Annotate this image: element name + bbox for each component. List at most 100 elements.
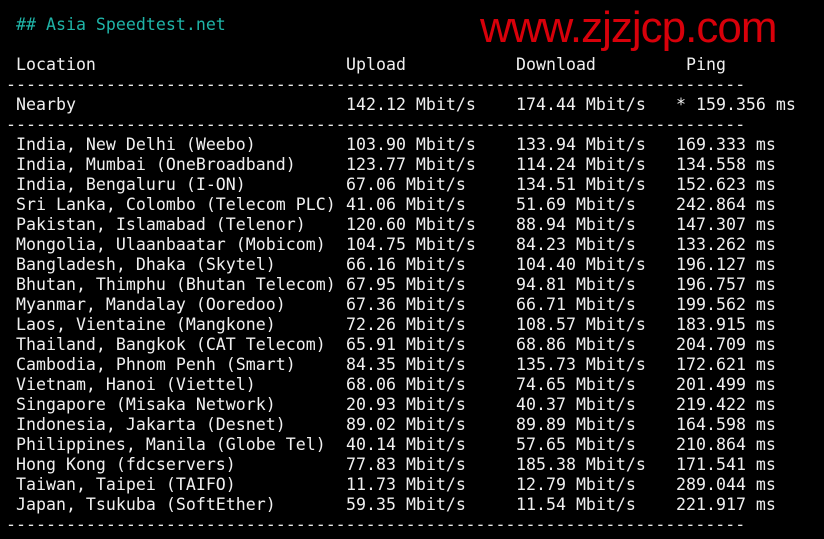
- table-row: Hong Kong (fdcservers) 77.83 Mbit/s 185.38…: [0, 455, 824, 475]
- download: 114.24 Mbit/s: [516, 155, 646, 174]
- location: Singapore (Misaka Network): [16, 395, 276, 414]
- upload: 77.83 Mbit/s: [346, 455, 466, 474]
- ping: 152.623 ms: [676, 175, 776, 194]
- location: Myanmar, Mandalay (Ooredoo): [16, 295, 286, 314]
- location: Vietnam, Hanoi (Viettel): [16, 375, 256, 394]
- table-row: Philippines, Manila (Globe Tel) 40.14 Mbi…: [0, 435, 824, 455]
- ping: 204.709 ms: [676, 335, 776, 354]
- location: Philippines, Manila (Globe Tel): [16, 435, 326, 454]
- upload: 67.95 Mbit/s: [346, 275, 466, 294]
- location: Taiwan, Taipei (TAIFO): [16, 475, 236, 494]
- ping: * 159.356 ms: [676, 95, 796, 114]
- location: Indonesia, Jakarta (Desnet): [16, 415, 286, 434]
- upload: 41.06 Mbit/s: [346, 195, 466, 214]
- table-row: Bangladesh, Dhaka (Skytel) 66.16 Mbit/s 10…: [0, 255, 824, 275]
- table-row: Thailand, Bangkok (CAT Telecom) 65.91 Mbi…: [0, 335, 824, 355]
- table-row: Laos, Vientaine (Mangkone) 72.26 Mbit/s 10…: [0, 315, 824, 335]
- watermark: www.zjzjcp.com: [480, 3, 777, 52]
- location: India, Mumbai (OneBroadband): [16, 155, 296, 174]
- table-row: India, Bengaluru (I-ON) 67.06 Mbit/s 134.5…: [0, 175, 824, 195]
- location: Thailand, Bangkok (CAT Telecom): [16, 335, 326, 354]
- download: 185.38 Mbit/s: [516, 455, 646, 474]
- location: Cambodia, Phnom Penh (Smart): [16, 355, 296, 374]
- download: 57.65 Mbit/s: [516, 435, 636, 454]
- ping: 183.915 ms: [676, 315, 776, 334]
- ping: 164.598 ms: [676, 415, 776, 434]
- table-row: Singapore (Misaka Network) 20.93 Mbit/s 40…: [0, 395, 824, 415]
- download: 88.94 Mbit/s: [516, 215, 636, 234]
- location: Pakistan, Islamabad (Telenor): [16, 215, 306, 234]
- upload: 104.75 Mbit/s: [346, 235, 476, 254]
- table-row: Bhutan, Thimphu (Bhutan Telecom) 67.95 Mb…: [0, 275, 824, 295]
- location: Bhutan, Thimphu (Bhutan Telecom): [16, 275, 336, 294]
- upload: 11.73 Mbit/s: [346, 475, 466, 494]
- download: 135.73 Mbit/s: [516, 355, 646, 374]
- ping: 172.621 ms: [676, 355, 776, 374]
- download: 108.57 Mbit/s: [516, 315, 646, 334]
- header-location: Location: [16, 55, 96, 74]
- ping: 210.864 ms: [676, 435, 776, 454]
- download: 174.44 Mbit/s: [516, 95, 646, 114]
- download: 12.79 Mbit/s: [516, 475, 636, 494]
- download: 134.51 Mbit/s: [516, 175, 646, 194]
- upload: 103.90 Mbit/s: [346, 135, 476, 154]
- separator: ----------------------------------------…: [6, 515, 746, 534]
- ping: 289.044 ms: [676, 475, 776, 494]
- table-row: Cambodia, Phnom Penh (Smart) 84.35 Mbit/s…: [0, 355, 824, 375]
- location: Hong Kong (fdcservers): [16, 455, 236, 474]
- location: India, New Delhi (Weebo): [16, 135, 256, 154]
- upload: 20.93 Mbit/s: [346, 395, 466, 414]
- upload: 142.12 Mbit/s: [346, 95, 476, 114]
- ping: 169.333 ms: [676, 135, 776, 154]
- table-row: Myanmar, Mandalay (Ooredoo) 67.36 Mbit/s 6…: [0, 295, 824, 315]
- upload: 72.26 Mbit/s: [346, 315, 466, 334]
- table-row: Pakistan, Islamabad (Telenor) 120.60 Mbit…: [0, 215, 824, 235]
- ping: 199.562 ms: [676, 295, 776, 314]
- download: 94.81 Mbit/s: [516, 275, 636, 294]
- ping: 134.558 ms: [676, 155, 776, 174]
- upload: 59.35 Mbit/s: [346, 495, 466, 514]
- header-ping: Ping: [686, 55, 726, 74]
- download: 11.54 Mbit/s: [516, 495, 636, 514]
- upload: 67.06 Mbit/s: [346, 175, 466, 194]
- table-row: Indonesia, Jakarta (Desnet) 89.02 Mbit/s 8…: [0, 415, 824, 435]
- ping: 219.422 ms: [676, 395, 776, 414]
- section-title: ## Asia Speedtest.net: [16, 15, 226, 34]
- location: Nearby: [16, 95, 76, 114]
- table-header: Location Upload Download Ping: [0, 55, 824, 75]
- ping: 147.307 ms: [676, 215, 776, 234]
- ping: 221.917 ms: [676, 495, 776, 514]
- table-row: Sri Lanka, Colombo (Telecom PLC) 41.06 Mb…: [0, 195, 824, 215]
- table-row: Japan, Tsukuba (SoftEther) 59.35 Mbit/s 11…: [0, 495, 824, 515]
- upload: 89.02 Mbit/s: [346, 415, 466, 434]
- download: 84.23 Mbit/s: [516, 235, 636, 254]
- separator: ----------------------------------------…: [6, 75, 746, 94]
- upload: 68.06 Mbit/s: [346, 375, 466, 394]
- location: Japan, Tsukuba (SoftEther): [16, 495, 276, 514]
- table-row: Vietnam, Hanoi (Viettel) 68.06 Mbit/s 74.6…: [0, 375, 824, 395]
- table-row: India, Mumbai (OneBroadband) 123.77 Mbit/…: [0, 155, 824, 175]
- ping: 171.541 ms: [676, 455, 776, 474]
- location: India, Bengaluru (I-ON): [16, 175, 246, 194]
- upload: 84.35 Mbit/s: [346, 355, 466, 374]
- ping: 201.499 ms: [676, 375, 776, 394]
- upload: 65.91 Mbit/s: [346, 335, 466, 354]
- table-row: Taiwan, Taipei (TAIFO) 11.73 Mbit/s 12.79 …: [0, 475, 824, 495]
- download: 74.65 Mbit/s: [516, 375, 636, 394]
- ping: 242.864 ms: [676, 195, 776, 214]
- upload: 120.60 Mbit/s: [346, 215, 476, 234]
- separator: ----------------------------------------…: [6, 115, 746, 134]
- download: 66.71 Mbit/s: [516, 295, 636, 314]
- location: Mongolia, Ulaanbaatar (Mobicom): [16, 235, 326, 254]
- location: Laos, Vientaine (Mangkone): [16, 315, 276, 334]
- download: 133.94 Mbit/s: [516, 135, 646, 154]
- download: 104.40 Mbit/s: [516, 255, 646, 274]
- location: Sri Lanka, Colombo (Telecom PLC): [16, 195, 336, 214]
- header-upload: Upload: [346, 55, 406, 74]
- download: 68.86 Mbit/s: [516, 335, 636, 354]
- table-row: Mongolia, Ulaanbaatar (Mobicom) 104.75 Mb…: [0, 235, 824, 255]
- table-row: India, New Delhi (Weebo) 103.90 Mbit/s 133…: [0, 135, 824, 155]
- upload: 67.36 Mbit/s: [346, 295, 466, 314]
- ping: 196.757 ms: [676, 275, 776, 294]
- upload: 66.16 Mbit/s: [346, 255, 466, 274]
